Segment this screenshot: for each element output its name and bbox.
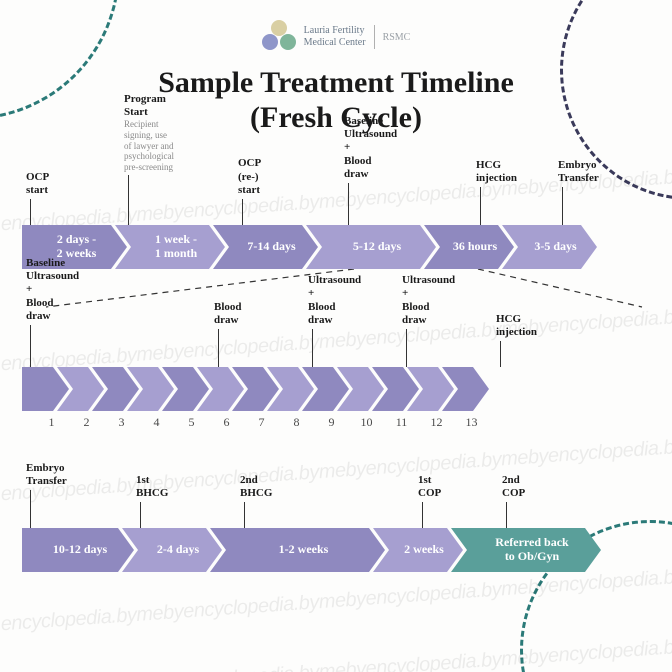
logo-text: Lauria Fertility Medical Center (304, 25, 375, 49)
day-numbers: 12345678910111213 (22, 415, 650, 430)
timeline-segment: Referred back to Ob/Gyn (451, 528, 601, 572)
timeline-segment: 1 week - 1 month (115, 225, 225, 269)
logo-icon (262, 20, 296, 54)
day-number: 13 (448, 415, 495, 430)
logo-line1: Lauria Fertility (304, 25, 366, 37)
timeline-segment: 7-14 days (213, 225, 318, 269)
logo-line2: Medical Center (304, 37, 366, 49)
timeline: OCP startProgram StartRecipient signing,… (0, 135, 672, 608)
timeline-segment: 5-12 days (306, 225, 436, 269)
timeline-segment: 3-5 days (502, 225, 597, 269)
timeline-row-3: Embryo Transfer1st BHCG2nd BHCG1st COP2n… (22, 456, 650, 572)
timeline-segment: 36 hours (424, 225, 514, 269)
timeline-segment: 10-12 days (22, 528, 134, 572)
timeline-row-1: OCP startProgram StartRecipient signing,… (22, 153, 650, 269)
timeline-segment: 2-4 days (122, 528, 222, 572)
timeline-segment: 2 weeks (373, 528, 463, 572)
timeline-row-2: Baseline Ultrasound + Blood drawBlood dr… (22, 295, 650, 430)
logo-tag: RSMC (383, 32, 411, 43)
timeline-segment: 1-2 weeks (210, 528, 385, 572)
